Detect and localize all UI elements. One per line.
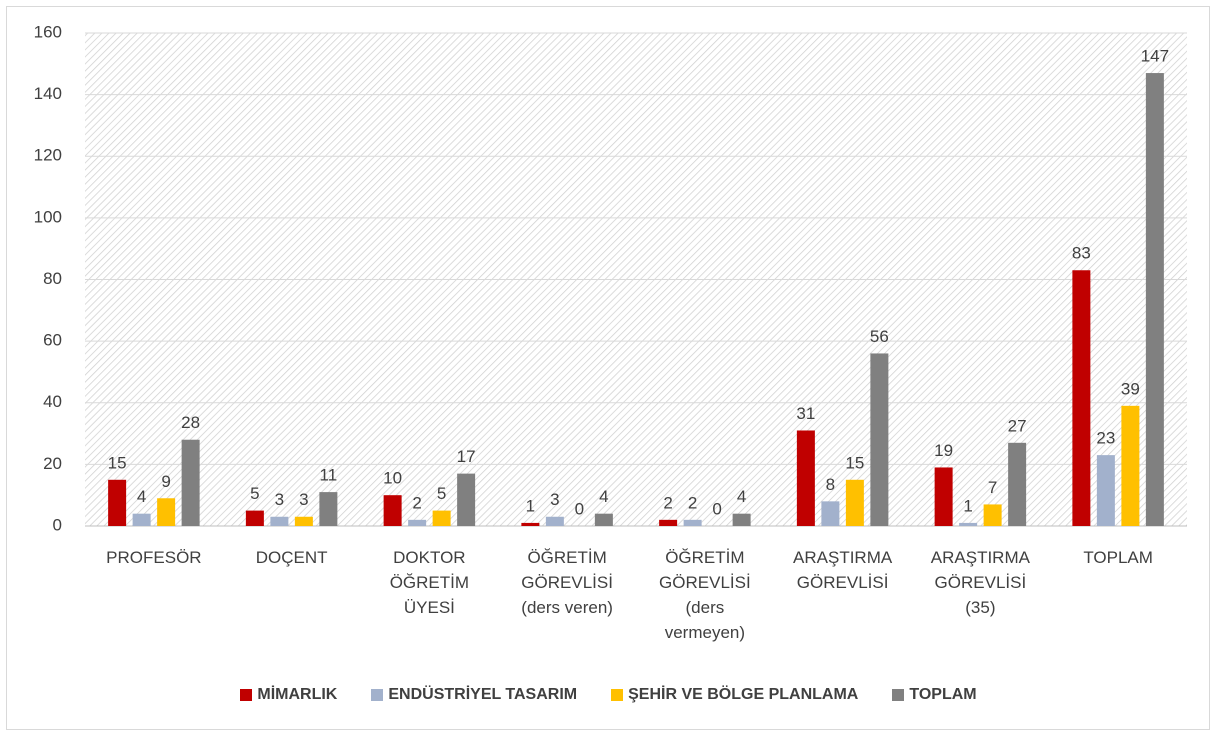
y-tick-label: 60 bbox=[43, 331, 62, 350]
y-tick-label: 20 bbox=[43, 454, 62, 473]
value-label: 9 bbox=[161, 472, 170, 491]
bar bbox=[594, 513, 613, 526]
legend-swatch bbox=[240, 689, 253, 701]
x-tick-label: TOPLAM bbox=[1083, 548, 1153, 567]
value-label: 1 bbox=[526, 496, 535, 515]
value-label: 4 bbox=[737, 487, 746, 506]
value-label: 27 bbox=[1008, 416, 1027, 435]
bar bbox=[270, 516, 289, 526]
bar bbox=[157, 498, 176, 526]
legend-item: ŞEHİR VE BÖLGE PLANLAMA bbox=[611, 686, 858, 704]
bar bbox=[432, 510, 451, 526]
bar bbox=[1145, 73, 1164, 527]
y-tick-label: 40 bbox=[43, 392, 62, 411]
bar bbox=[1121, 405, 1140, 526]
legend-item: ENDÜSTRİYEL TASARIM bbox=[371, 686, 577, 704]
bar bbox=[132, 513, 151, 526]
y-tick-label: 100 bbox=[34, 207, 62, 226]
value-label: 4 bbox=[137, 487, 146, 506]
y-tick-label: 0 bbox=[53, 515, 62, 534]
value-label: 147 bbox=[1141, 47, 1169, 66]
legend-swatch bbox=[892, 689, 905, 701]
value-label: 23 bbox=[1096, 429, 1115, 448]
bar bbox=[383, 495, 402, 526]
value-label: 3 bbox=[299, 490, 308, 509]
value-label: 2 bbox=[663, 493, 672, 512]
bar bbox=[1072, 270, 1091, 526]
bar bbox=[181, 439, 200, 526]
bar bbox=[408, 519, 427, 526]
value-label: 8 bbox=[826, 475, 835, 494]
value-label: 3 bbox=[275, 490, 284, 509]
legend-label: MİMARLIK bbox=[257, 686, 338, 703]
legend-item: MİMARLIK bbox=[240, 686, 337, 704]
y-tick-label: 80 bbox=[43, 269, 62, 288]
value-label: 5 bbox=[437, 484, 446, 503]
x-tick-label: ARAŞTIRMA GÖREVLİSİ (35) bbox=[930, 548, 1030, 617]
value-label: 0 bbox=[712, 499, 721, 518]
value-label: 3 bbox=[550, 490, 559, 509]
bar bbox=[796, 430, 815, 526]
value-label: 7 bbox=[988, 478, 997, 497]
value-label: 31 bbox=[796, 404, 815, 423]
x-tick-label: DOÇENT bbox=[255, 548, 328, 567]
value-label: 0 bbox=[575, 499, 584, 518]
x-tick-label: PROFESÖR bbox=[106, 548, 202, 567]
value-label: 83 bbox=[1072, 244, 1091, 263]
value-label: 11 bbox=[320, 466, 338, 485]
value-label: 56 bbox=[870, 327, 889, 346]
x-tick-label: DOKTOR ÖĞRETİM ÜYESİ bbox=[389, 548, 470, 617]
value-label: 17 bbox=[457, 447, 476, 466]
value-label: 15 bbox=[108, 453, 127, 472]
bar bbox=[457, 473, 476, 526]
bar bbox=[659, 519, 678, 526]
bar bbox=[683, 519, 702, 526]
y-tick-label: 140 bbox=[34, 84, 62, 103]
legend-swatch bbox=[371, 689, 384, 701]
value-label: 5 bbox=[250, 484, 259, 503]
bar bbox=[821, 501, 840, 526]
bar bbox=[732, 513, 751, 526]
value-label: 10 bbox=[383, 469, 402, 488]
bar bbox=[294, 516, 313, 526]
x-tick-label: ARAŞTIRMA GÖREVLİSİ bbox=[793, 548, 893, 592]
value-label: 19 bbox=[934, 441, 953, 460]
bar bbox=[1008, 442, 1027, 526]
bar bbox=[319, 492, 338, 526]
legend-label: ENDÜSTRİYEL TASARIM bbox=[388, 686, 578, 703]
legend-swatch bbox=[611, 689, 624, 701]
y-tick-label: 120 bbox=[34, 146, 62, 165]
bar bbox=[1096, 455, 1115, 526]
value-label: 2 bbox=[412, 493, 421, 512]
y-tick-label: 160 bbox=[34, 22, 62, 41]
bar bbox=[845, 479, 864, 526]
value-label: 1 bbox=[963, 496, 972, 515]
value-label: 15 bbox=[845, 453, 864, 472]
x-tick-label: ÖĞRETİM GÖREVLİSİ (ders veren) bbox=[521, 548, 613, 617]
bar bbox=[934, 467, 953, 526]
legend-label: ŞEHİR VE BÖLGE PLANLAMA bbox=[628, 686, 859, 703]
bar bbox=[983, 504, 1002, 526]
bar bbox=[108, 479, 127, 526]
bar bbox=[545, 516, 564, 526]
legend: MİMARLIK ENDÜSTRİYEL TASARIM ŞEHİR VE BÖLG… bbox=[0, 686, 1217, 704]
bar bbox=[870, 353, 889, 526]
x-tick-label: ÖĞRETİM GÖREVLİSİ (ders vermeyen) bbox=[659, 548, 751, 642]
bar bbox=[959, 522, 978, 526]
value-label: 39 bbox=[1121, 379, 1140, 398]
value-label: 4 bbox=[599, 487, 608, 506]
legend-item: TOPLAM bbox=[892, 686, 977, 704]
value-label: 28 bbox=[181, 413, 200, 432]
bar bbox=[521, 522, 540, 526]
legend-label: TOPLAM bbox=[909, 686, 977, 703]
bar bbox=[245, 510, 264, 526]
value-label: 2 bbox=[688, 493, 697, 512]
